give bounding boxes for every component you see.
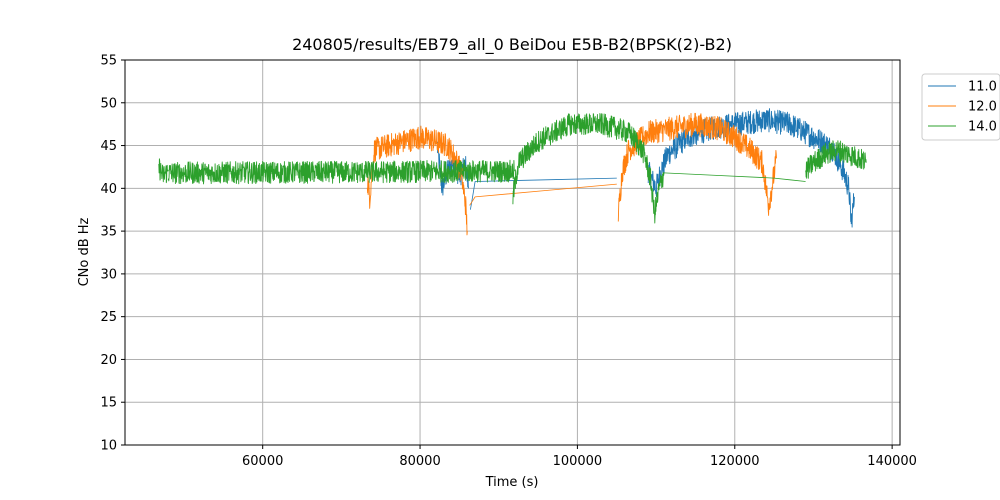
y-tick-label: 55 bbox=[100, 54, 117, 69]
x-tick-label: 140000 bbox=[867, 454, 917, 469]
x-tick-label: 120000 bbox=[710, 454, 760, 469]
y-tick-label: 15 bbox=[100, 396, 117, 411]
legend-entry-label: 14.0 bbox=[968, 120, 997, 135]
legend-frame bbox=[921, 73, 1000, 141]
y-tick-label: 50 bbox=[100, 96, 117, 111]
y-tick-label: 20 bbox=[100, 353, 117, 368]
series-12.0-line bbox=[366, 112, 777, 236]
y-tick-label: 40 bbox=[100, 182, 117, 197]
x-axis-label: Time (s) bbox=[485, 475, 539, 490]
legend-entry-label: 12.0 bbox=[968, 100, 997, 115]
legend: 11.0 12.0 14.0 bbox=[921, 73, 1000, 141]
series-layer bbox=[158, 108, 867, 236]
series-14.0-line bbox=[158, 113, 867, 224]
x-tick-label: 100000 bbox=[553, 454, 603, 469]
series-12.0-segment bbox=[366, 125, 468, 236]
ticks: 60000 80000 100000 120000 140000 10 15 20 25 30 35… bbox=[100, 54, 916, 470]
plot-frame bbox=[124, 59, 901, 446]
series-12.0-segment bbox=[469, 183, 617, 206]
y-tick-label: 30 bbox=[100, 267, 117, 282]
y-tick-label: 35 bbox=[100, 225, 117, 240]
y-tick-label: 25 bbox=[100, 310, 117, 325]
chart-title: 240805/results/EB79_all_0 BeiDou E5B-B2(… bbox=[292, 35, 732, 55]
y-axis-label: CNo dB Hz bbox=[77, 217, 92, 286]
series-14.0-segment bbox=[167, 159, 515, 185]
y-tick-label: 10 bbox=[100, 439, 117, 454]
series-14.0-segment bbox=[512, 113, 665, 224]
y-tick-label: 45 bbox=[100, 139, 117, 154]
series-14.0-segment bbox=[805, 140, 867, 179]
legend-entry-label: 11.0 bbox=[968, 80, 997, 95]
series-14.0-segment bbox=[158, 158, 169, 184]
series-11.0-segment bbox=[470, 177, 617, 210]
series-12.0-segment bbox=[617, 112, 777, 222]
series-11.0-segment bbox=[647, 108, 855, 228]
x-tick-label: 80000 bbox=[399, 454, 440, 469]
x-tick-label: 60000 bbox=[242, 454, 283, 469]
series-14.0-segment bbox=[663, 172, 806, 182]
